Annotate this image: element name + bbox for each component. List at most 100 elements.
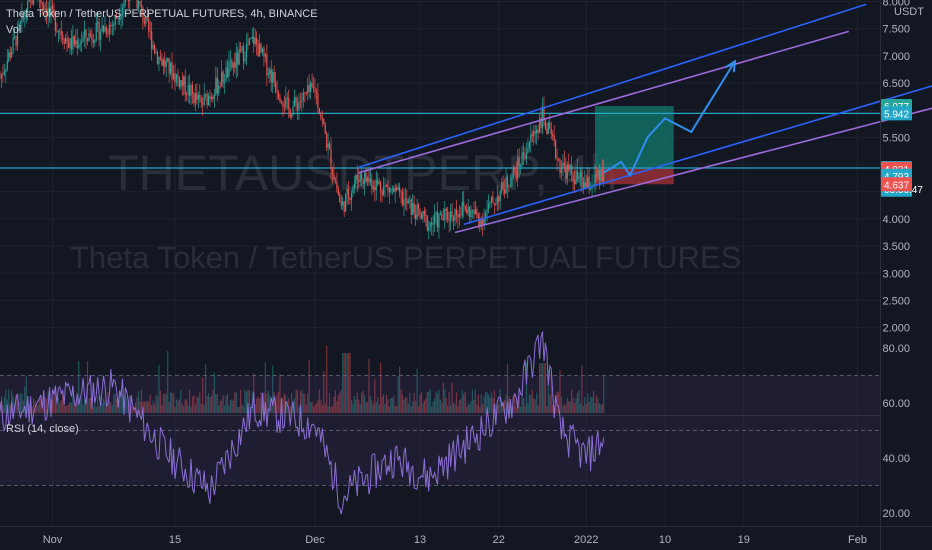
- candle-body: [328, 143, 331, 149]
- volume-bar: [474, 389, 477, 413]
- candle-body: [544, 119, 547, 129]
- volume-bar: [321, 404, 323, 413]
- candle-body: [502, 181, 504, 190]
- volume-bar: [245, 391, 248, 413]
- volume-bar: [533, 398, 535, 413]
- candle-body: [149, 31, 151, 32]
- volume-bar: [53, 391, 55, 413]
- volume-bar: [568, 401, 570, 413]
- volume-bar: [368, 358, 370, 413]
- volume-bar: [447, 405, 449, 413]
- candle-body: [515, 170, 517, 179]
- volume-bar: [342, 353, 344, 413]
- candle-body: [152, 45, 154, 49]
- volume-bar: [238, 406, 240, 413]
- volume-bar: [258, 398, 261, 413]
- volume-bar: [232, 400, 234, 413]
- candle-body: [345, 194, 347, 212]
- candle-body: [450, 211, 452, 221]
- candle-body: [272, 72, 274, 83]
- candle-body: [493, 203, 495, 205]
- candle-body: [225, 67, 227, 82]
- time-scale[interactable]: Nov15Dec132220221019Feb14: [43, 534, 932, 546]
- volume-bar: [436, 393, 439, 413]
- volume-bar: [312, 406, 315, 413]
- candle-body: [368, 177, 370, 183]
- candle-body: [305, 92, 307, 94]
- candle-body: [250, 38, 252, 40]
- volume-bar: [289, 406, 291, 413]
- candle-body: [330, 148, 332, 169]
- candle-body: [415, 213, 417, 220]
- volume-bar: [547, 369, 549, 413]
- candle-body: [603, 167, 605, 182]
- candle-body: [56, 30, 58, 32]
- time-tick-label: 2022: [574, 534, 598, 546]
- volume-bar: [442, 382, 444, 413]
- volume-bar: [191, 396, 194, 413]
- projection-arrow[interactable]: [603, 59, 737, 178]
- volume-bar: [264, 362, 267, 413]
- candle-body: [242, 46, 245, 62]
- candle-body: [98, 21, 100, 40]
- volume-bar: [426, 391, 428, 413]
- long-position-tool[interactable]: [595, 106, 674, 185]
- volume-bar: [25, 376, 27, 413]
- volume-bar: [450, 405, 452, 413]
- candle-body: [50, 6, 52, 14]
- candle-body: [562, 162, 564, 169]
- candle-body: [161, 59, 163, 66]
- volume-bar: [46, 398, 48, 413]
- candle-body: [72, 36, 74, 50]
- volume-bar: [171, 392, 173, 413]
- volume-bar: [178, 399, 180, 413]
- volume-bar: [2, 405, 4, 413]
- volume-bar: [588, 401, 590, 413]
- price-badge-label: 4.637: [884, 180, 909, 191]
- volume-bar: [333, 396, 335, 413]
- candle-body: [6, 60, 8, 70]
- candle-body: [311, 83, 313, 88]
- candle-body: [480, 218, 482, 227]
- volume-bar: [397, 376, 399, 413]
- candle-body: [245, 44, 248, 60]
- volume-bar: [505, 394, 507, 413]
- volume-bar: [283, 393, 285, 413]
- volume-bar: [269, 395, 271, 413]
- volume-bar: [359, 404, 361, 413]
- candle-body: [53, 8, 55, 15]
- candle-body: [467, 206, 469, 214]
- candle-body: [342, 201, 344, 206]
- rsi-scale[interactable]: 80.00 60.00 40.00 20.00: [882, 343, 910, 520]
- volume-bar: [221, 399, 223, 413]
- candle-body: [375, 179, 377, 191]
- horizontal-levels[interactable]: [0, 112, 880, 169]
- candle-body: [393, 188, 395, 193]
- candle-body: [384, 185, 386, 187]
- volume-bar: [347, 353, 350, 413]
- candle-body: [317, 93, 319, 109]
- candle-body: [12, 37, 14, 52]
- candle-body: [600, 169, 602, 181]
- candle-body: [295, 97, 297, 103]
- candle-body: [487, 203, 490, 210]
- candle-body: [496, 196, 498, 204]
- candle-body: [460, 214, 462, 216]
- volume-bar: [310, 402, 312, 413]
- candle-body: [79, 43, 81, 45]
- volume-bar: [463, 394, 465, 413]
- candle-body: [292, 106, 294, 115]
- candle-body: [455, 209, 458, 216]
- candle-body: [254, 37, 256, 45]
- volume-bar: [349, 353, 351, 413]
- volume-bar: [537, 405, 539, 413]
- candle-body: [590, 188, 592, 190]
- volume-bar: [503, 400, 506, 413]
- candle-body: [180, 80, 182, 88]
- candle-body: [565, 166, 567, 179]
- volume-bar: [209, 397, 211, 413]
- candle-body: [541, 106, 544, 128]
- volume-bar: [161, 404, 163, 413]
- volume-bar: [136, 396, 138, 413]
